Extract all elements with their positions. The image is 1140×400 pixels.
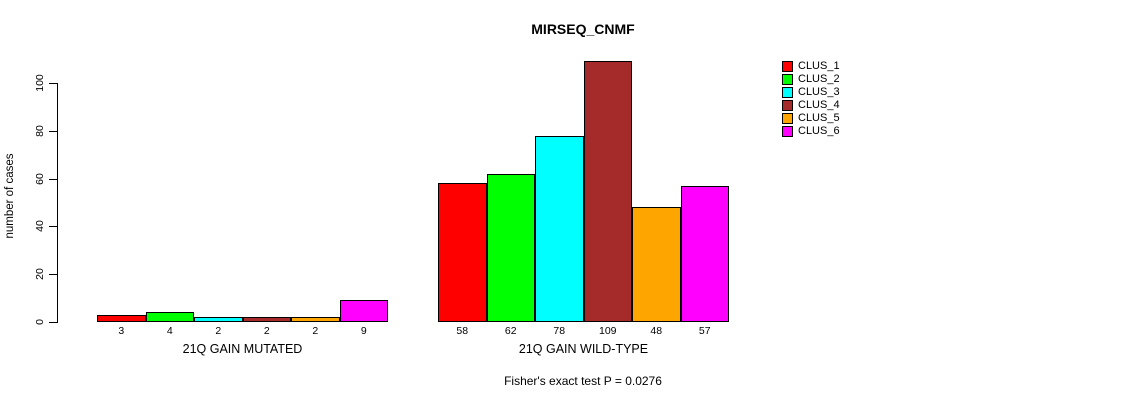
bar-value-label: 57	[698, 325, 711, 337]
bar-clus_2-group1	[145, 312, 194, 322]
legend-label: CLUS_4	[798, 99, 840, 111]
legend-item: CLUS_6	[782, 126, 840, 137]
legend-swatch-icon	[782, 87, 793, 98]
y-axis-tick-label: 80	[34, 124, 46, 137]
bar-clus_3-group1	[194, 317, 243, 322]
y-axis-tick	[49, 130, 57, 132]
y-axis-tick-label: 100	[34, 74, 46, 92]
y-axis-line	[57, 83, 58, 323]
bar-value-label: 48	[650, 325, 663, 337]
x-group-label-mutated: 21Q GAIN MUTATED	[182, 342, 303, 356]
legend-label: CLUS_3	[798, 86, 840, 98]
bar-clus_5-group1	[291, 317, 340, 322]
bar-value-label: 78	[553, 325, 566, 337]
legend-item: CLUS_2	[782, 74, 840, 85]
bar-clus_1-group2	[438, 183, 487, 322]
bar-clus_6-group1	[339, 300, 388, 322]
y-axis-tick	[49, 274, 57, 276]
y-axis-tick	[49, 226, 57, 228]
y-axis-tick-label: 0	[34, 319, 46, 325]
y-axis-tick-label: 20	[34, 268, 46, 281]
legend-swatch-icon	[782, 61, 793, 72]
bar-clus_1-group1	[97, 315, 146, 322]
bar-clus_2-group2	[486, 174, 535, 322]
bar-value-label: 109	[598, 325, 617, 337]
bar-clus_5-group2	[632, 207, 681, 322]
bar-clus_4-group2	[583, 61, 632, 322]
legend-label: CLUS_6	[798, 125, 840, 137]
bar-value-label: 2	[312, 325, 319, 337]
legend: CLUS_1 CLUS_2 CLUS_3 CLUS_4 CLUS_5 CLUS_…	[782, 61, 840, 139]
legend-swatch-icon	[782, 100, 793, 111]
bar-clus_4-group1	[242, 317, 291, 322]
bar-value-label: 9	[360, 325, 367, 337]
bar-clus_6-group2	[680, 186, 729, 322]
bar-value-label: 58	[456, 325, 469, 337]
y-axis-title: number of cases	[4, 153, 16, 239]
y-axis-tick-label: 40	[34, 220, 46, 233]
bar-value-label: 3	[118, 325, 125, 337]
legend-swatch-icon	[782, 126, 793, 137]
bar-value-label: 4	[166, 325, 173, 337]
legend-item: CLUS_5	[782, 113, 840, 124]
legend-item: CLUS_3	[782, 87, 840, 98]
legend-item: CLUS_1	[782, 61, 840, 72]
legend-label: CLUS_1	[798, 60, 840, 72]
chart-title: MIRSEQ_CNMF	[531, 21, 635, 37]
y-axis-tick	[49, 178, 57, 180]
bar-value-label: 2	[215, 325, 222, 337]
legend-item: CLUS_4	[782, 100, 840, 111]
y-axis-tick-label: 60	[34, 172, 46, 185]
y-axis-tick	[49, 322, 57, 323]
y-axis-tick	[49, 83, 57, 84]
x-group-label-wildtype: 21Q GAIN WILD-TYPE	[518, 342, 649, 356]
legend-swatch-icon	[782, 113, 793, 124]
bar-value-label: 2	[263, 325, 270, 337]
legend-swatch-icon	[782, 74, 793, 85]
legend-label: CLUS_5	[798, 112, 840, 124]
legend-label: CLUS_2	[798, 73, 840, 85]
bar-clus_3-group2	[535, 136, 584, 322]
fisher-test-annotation: Fisher's exact test P = 0.0276	[504, 374, 662, 388]
bar-value-label: 62	[504, 325, 517, 337]
